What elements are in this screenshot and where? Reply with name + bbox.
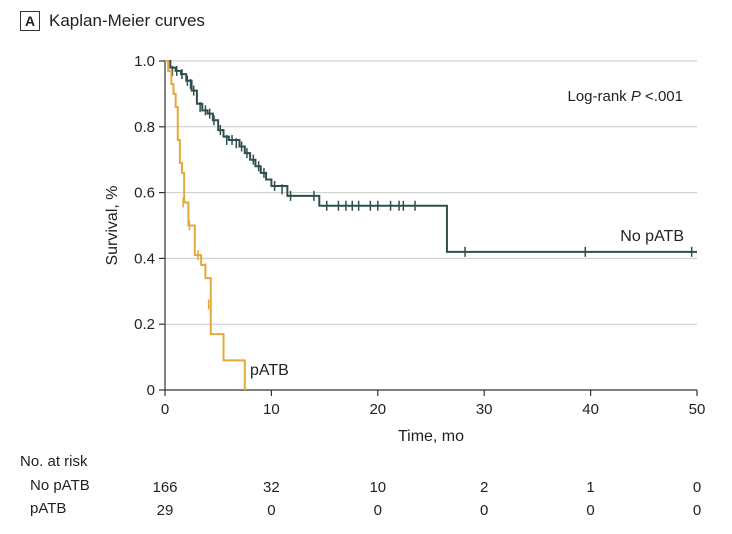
series-line-patb (165, 60, 246, 390)
x-axis-label: Time, mo (398, 428, 464, 445)
x-tick-label-0: 0 (161, 401, 169, 418)
x-tick-label-1: 10 (263, 401, 280, 418)
y-tick-label-5: 1.0 (134, 53, 155, 70)
y-axis-label: Survival, % (104, 185, 121, 265)
risk-value-no-patb-0: 166 (152, 479, 177, 496)
risk-value-no-patb-4: 1 (586, 479, 594, 496)
y-tick-label-0: 0 (147, 382, 155, 399)
risk-value-patb-1: 0 (267, 502, 275, 519)
y-tick-label-1: 0.2 (134, 316, 155, 333)
risk-value-no-patb-2: 10 (369, 479, 386, 496)
risk-row-label-no-patb: No pATB (30, 477, 90, 494)
panel-header: A Kaplan-Meier curves (20, 8, 205, 34)
panel-letter: A (20, 11, 40, 31)
log-rank-p: P (631, 88, 641, 105)
x-tick-label-5: 50 (689, 401, 706, 418)
y-tick-label-2: 0.4 (134, 250, 155, 267)
risk-value-patb-3: 0 (480, 502, 488, 519)
y-tick-label-3: 0.6 (134, 185, 155, 202)
risk-value-patb-0: 29 (157, 502, 174, 519)
chart-title: Kaplan-Meier curves (49, 11, 205, 30)
risk-value-no-patb-1: 32 (263, 479, 280, 496)
risk-value-patb-4: 0 (586, 502, 594, 519)
x-tick-label-3: 30 (476, 401, 493, 418)
series-label-no-patb: No pATB (620, 228, 684, 245)
risk-value-patb-5: 0 (693, 502, 701, 519)
risk-value-no-patb-3: 2 (480, 479, 488, 496)
y-tick-label-4: 0.8 (134, 119, 155, 136)
series-label-patb: pATB (250, 362, 289, 379)
x-tick-label-4: 40 (582, 401, 599, 418)
log-rank-annotation: Log-rank P <.001 (567, 88, 683, 105)
risk-table-title: No. at risk (20, 453, 88, 470)
x-tick-label-2: 20 (369, 401, 386, 418)
log-rank-suffix: <.001 (641, 88, 683, 105)
risk-value-no-patb-5: 0 (693, 479, 701, 496)
risk-row-label-patb: pATB (30, 500, 67, 517)
log-rank-prefix: Log-rank (567, 88, 630, 105)
risk-value-patb-2: 0 (374, 502, 382, 519)
